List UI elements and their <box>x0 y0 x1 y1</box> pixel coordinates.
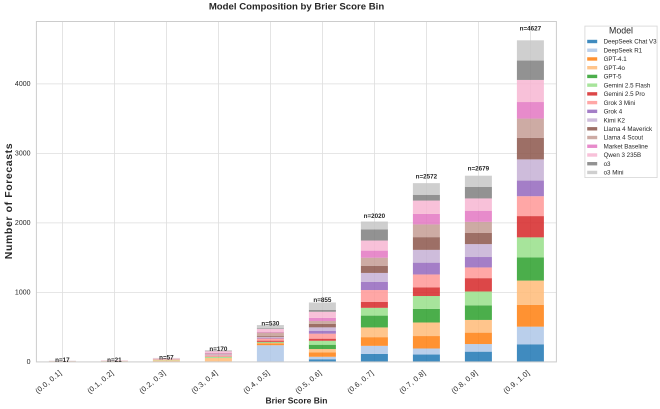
svg-text:n=4627: n=4627 <box>520 26 542 33</box>
svg-text:0: 0 <box>27 359 31 366</box>
svg-text:Model Composition by Brier Sco: Model Composition by Brier Score Bin <box>209 1 385 12</box>
svg-text:Grok 4: Grok 4 <box>604 109 623 116</box>
svg-text:Llama 4 Maverick: Llama 4 Maverick <box>604 126 653 133</box>
svg-text:Grok 3 Mini: Grok 3 Mini <box>604 100 636 107</box>
svg-text:Number of Forecasts: Number of Forecasts <box>3 143 15 259</box>
svg-text:GPT-4.1: GPT-4.1 <box>604 56 628 63</box>
svg-text:Qwen 3 235B: Qwen 3 235B <box>604 152 642 159</box>
svg-text:Model: Model <box>609 25 633 35</box>
svg-text:n=17: n=17 <box>55 357 70 364</box>
svg-text:3000: 3000 <box>15 151 31 158</box>
svg-text:DeepSeek R1: DeepSeek R1 <box>604 47 643 54</box>
svg-text:DeepSeek Chat V3: DeepSeek Chat V3 <box>604 39 658 46</box>
svg-text:Market Baseline: Market Baseline <box>604 143 649 150</box>
svg-text:o3: o3 <box>604 161 611 168</box>
svg-text:n=170: n=170 <box>209 346 228 353</box>
svg-text:4000: 4000 <box>15 81 31 88</box>
svg-text:n=2020: n=2020 <box>364 213 386 220</box>
svg-text:n=2572: n=2572 <box>416 173 438 180</box>
svg-text:n=57: n=57 <box>159 354 174 361</box>
svg-text:GPT-4o: GPT-4o <box>604 65 626 72</box>
svg-text:Kimi K2: Kimi K2 <box>604 117 626 124</box>
svg-text:GPT-5: GPT-5 <box>604 74 622 81</box>
svg-text:Gemini 2.5 Flash: Gemini 2.5 Flash <box>604 82 651 89</box>
svg-text:Brier Score Bin: Brier Score Bin <box>266 396 328 406</box>
svg-text:n=855: n=855 <box>313 297 332 304</box>
svg-text:n=2679: n=2679 <box>468 166 490 173</box>
svg-text:Gemini 2.5 Pro: Gemini 2.5 Pro <box>604 91 646 98</box>
svg-text:2000: 2000 <box>15 220 31 227</box>
svg-text:1000: 1000 <box>15 290 31 297</box>
svg-text:n=21: n=21 <box>107 357 122 364</box>
svg-text:n=530: n=530 <box>261 320 280 327</box>
svg-text:o3 Mini: o3 Mini <box>604 170 624 177</box>
svg-text:Llama 4 Scout: Llama 4 Scout <box>604 135 644 142</box>
